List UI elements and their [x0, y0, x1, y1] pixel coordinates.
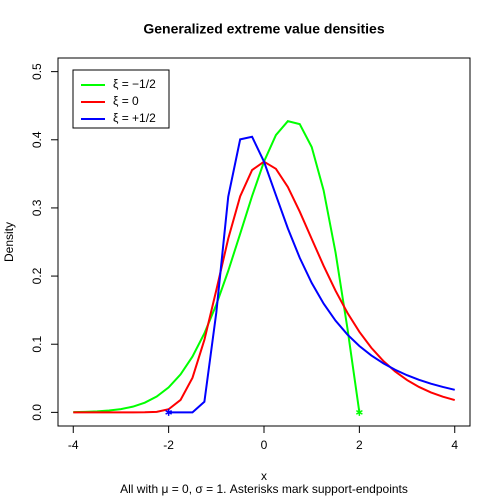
density-line	[73, 160, 456, 414]
y-tick-label: 0.3	[30, 199, 44, 216]
y-tick-label: 0.2	[30, 267, 44, 284]
legend-label: ξ = 0	[113, 94, 139, 108]
subtitle: All with μ = 0, σ = 1. Asterisks mark su…	[120, 482, 408, 496]
x-tick-label: -4	[68, 438, 79, 452]
x-tick-label: 2	[356, 438, 363, 452]
density-line	[168, 135, 455, 414]
chart-title: Generalized extreme value densities	[143, 21, 384, 37]
x-tick-label: 4	[451, 438, 458, 452]
y-tick-label: 0.5	[30, 63, 44, 80]
x-axis-label: x	[261, 469, 267, 483]
endpoint-marker	[355, 408, 363, 416]
y-axis-label: Density	[2, 222, 16, 262]
endpoint-marker	[165, 408, 173, 416]
legend-label: ξ = −1/2	[113, 77, 156, 91]
legend-label: ξ = +1/2	[113, 111, 156, 125]
x-tick-label: -2	[163, 438, 174, 452]
y-tick-label: 0.1	[30, 336, 44, 353]
y-tick-label: 0.4	[30, 131, 44, 148]
y-tick-label: 0.0	[30, 404, 44, 421]
density-line	[73, 120, 361, 414]
x-tick-label: 0	[261, 438, 268, 452]
